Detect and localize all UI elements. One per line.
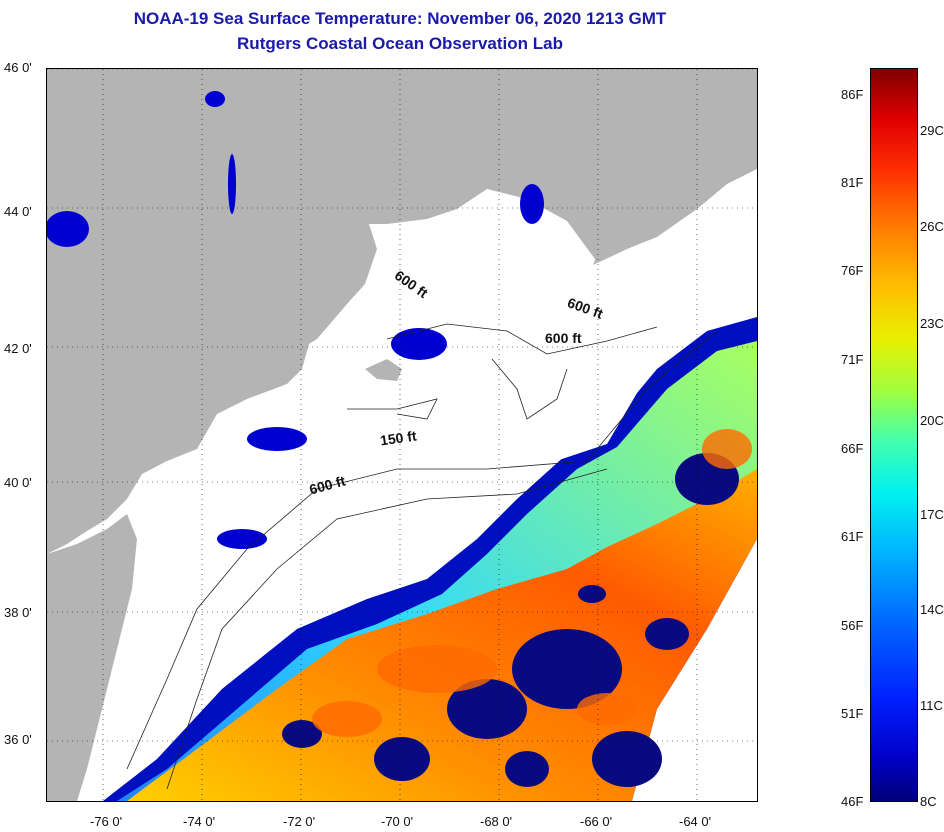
map-title: NOAA-19 Sea Surface Temperature: Novembe… bbox=[133, 9, 667, 28]
colorbar-f-label: 56F bbox=[841, 618, 864, 633]
lon-label: -74 0' bbox=[183, 814, 216, 829]
isobath-label: 600 ft bbox=[545, 330, 582, 346]
sst-map-canvas bbox=[47, 69, 757, 801]
colorbar-c-label: 23C bbox=[920, 316, 944, 331]
cape-cod bbox=[365, 359, 402, 381]
colorbar-f-label: 61F bbox=[841, 529, 864, 544]
land-us-coast bbox=[47, 69, 757, 554]
lat-label: 46 0' bbox=[4, 60, 32, 75]
temperature-colorbar bbox=[870, 68, 918, 802]
inland-lakes bbox=[47, 91, 544, 549]
warm-patches bbox=[312, 429, 752, 737]
colorbar-f-label: 86F bbox=[841, 87, 864, 102]
lon-label: -64 0' bbox=[679, 814, 712, 829]
colorbar-c-label: 26C bbox=[920, 219, 944, 234]
colorbar-c-label: 29C bbox=[920, 123, 944, 138]
colorbar-c-label: 11C bbox=[920, 698, 943, 713]
isobath-lines bbox=[126, 323, 718, 790]
colorbar-c-label: 20C bbox=[920, 413, 944, 428]
map-subtitle: Rutgers Coastal Ocean Observation Lab bbox=[237, 34, 563, 53]
lat-label: 44 0' bbox=[4, 204, 32, 219]
colorbar-f-label: 81F bbox=[841, 175, 864, 190]
colorbar-f-label: 76F bbox=[841, 263, 864, 278]
colorbar-f-label: 66F bbox=[841, 441, 864, 456]
lon-label: -70 0' bbox=[381, 814, 414, 829]
colorbar-c-label: 17C bbox=[920, 507, 944, 522]
lon-label: -68 0' bbox=[480, 814, 513, 829]
lat-label: 36 0' bbox=[4, 732, 32, 747]
colorbar-c-label: 14C bbox=[920, 602, 944, 617]
land-nova-scotia bbox=[593, 154, 757, 265]
lat-label: 42 0' bbox=[4, 341, 32, 356]
land-delmarva bbox=[47, 514, 137, 801]
lon-label: -66 0' bbox=[580, 814, 613, 829]
lon-label: -76 0' bbox=[90, 814, 123, 829]
cold-eddies bbox=[282, 453, 739, 787]
lon-label: -72 0' bbox=[283, 814, 316, 829]
lat-label: 40 0' bbox=[4, 475, 32, 490]
sst-map[interactable] bbox=[46, 68, 758, 802]
colorbar-f-label: 71F bbox=[841, 352, 864, 367]
lat-label: 38 0' bbox=[4, 605, 32, 620]
shelf-water bbox=[137, 359, 657, 801]
colorbar-f-label: 51F bbox=[841, 706, 864, 721]
colorbar-f-label: 46F bbox=[841, 794, 864, 809]
colorbar-c-label: 8C bbox=[920, 794, 937, 809]
